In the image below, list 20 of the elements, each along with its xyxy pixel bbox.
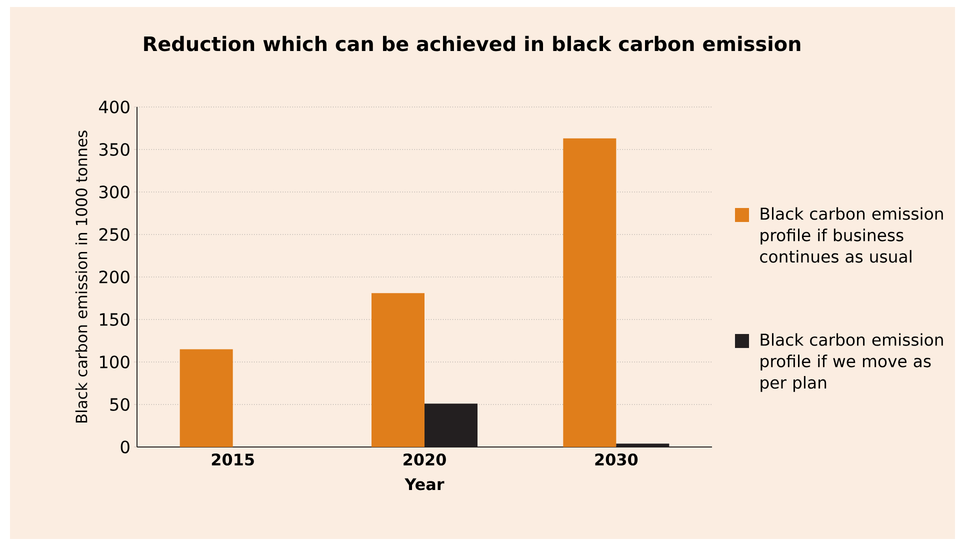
y-tick-label: 250 [99,228,130,241]
legend-label: Black carbon emission profile if business continues as usual [760,207,943,263]
y-tick-label: 50 [110,398,130,411]
y-tick-label: 350 [99,143,130,156]
legend-label: Black carbon emission profile if we move as per plan [760,333,943,392]
y-tick-label: 150 [100,313,130,326]
x-tick-label: 2015 [212,454,254,466]
y-tick-label: 100 [100,356,130,368]
x-tick-label: 2030 [595,454,638,466]
bar [180,349,233,447]
chart-title: Reduction which can be achieved in black carbon emission [144,36,800,52]
y-tick-label: 200 [99,270,130,284]
bar [563,138,616,447]
y-tick-label: 0 [120,440,130,454]
y-axis-title: Black carbon emission in 1000 tonnes [75,130,88,423]
x-axis-title: Year [404,478,444,490]
bar [372,293,425,447]
y-tick-label: 400 [98,100,130,114]
x-tick-label: 2020 [404,454,446,466]
y-tick-label: 300 [99,186,130,198]
